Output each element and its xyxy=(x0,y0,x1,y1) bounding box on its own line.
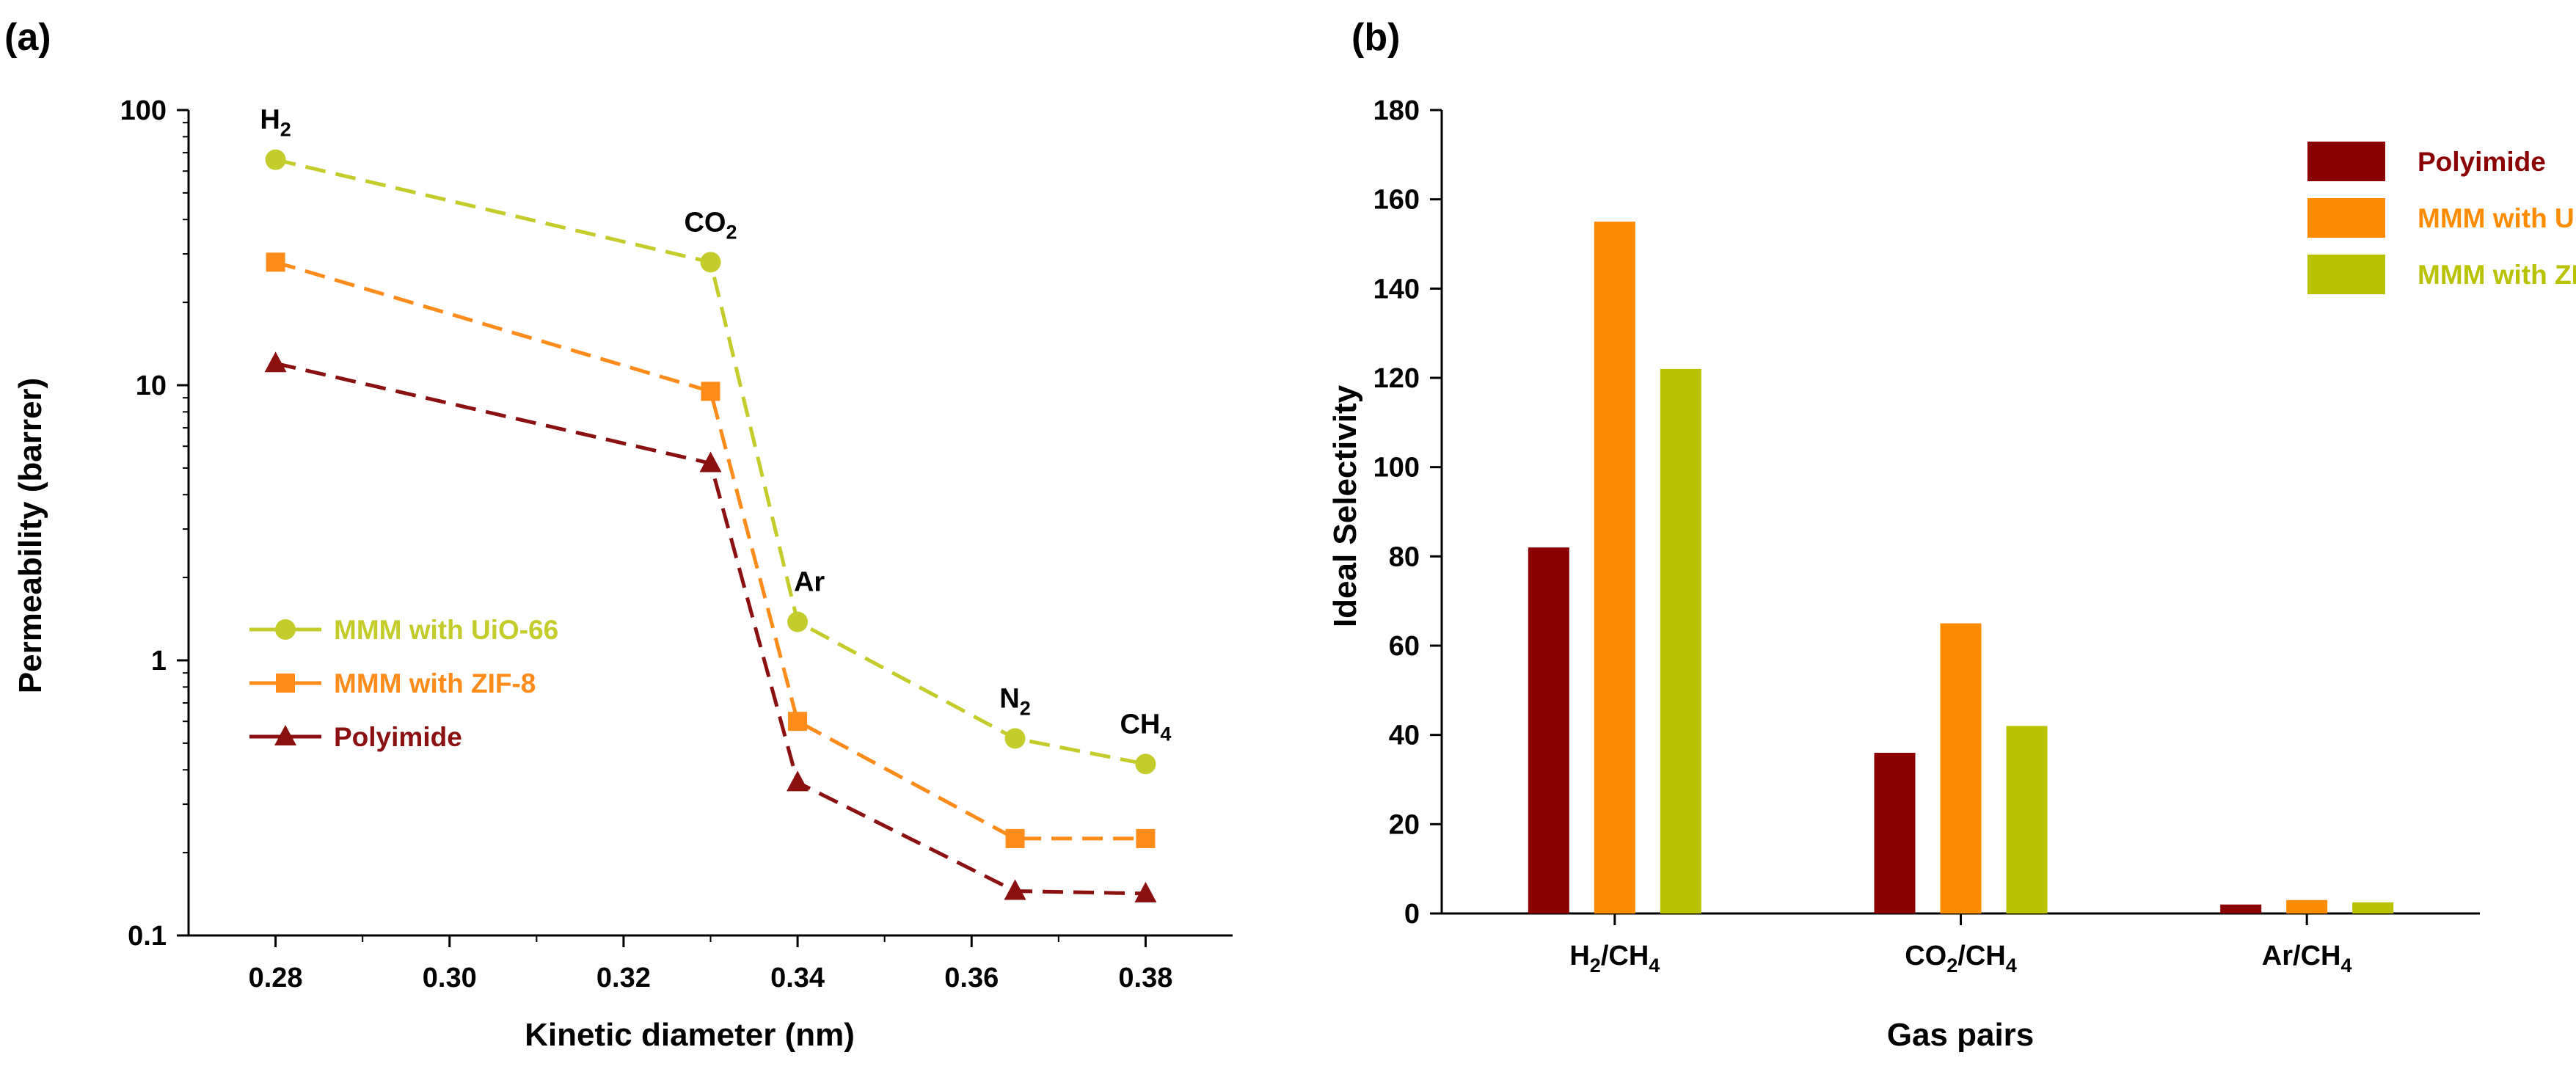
panel-a-data-point xyxy=(1135,754,1156,775)
panel-a-gas-label: H2 xyxy=(260,105,291,141)
panel-b-legend-swatch xyxy=(2307,255,2385,294)
panel-a-series-line xyxy=(274,260,1146,841)
panel-b-y-tick-label: 40 xyxy=(1389,720,1420,751)
panel-b-y-tick-label: 100 xyxy=(1373,453,1420,484)
panel-a-y-axis-title: Permeability (barrer) xyxy=(12,378,48,693)
panel-b-bar xyxy=(2006,726,2048,913)
panel-b-y-tick-label: 60 xyxy=(1389,631,1420,662)
panel-a-y-tick-label: 0.1 xyxy=(128,921,167,952)
panel-a-gas-label: CO2 xyxy=(684,207,737,243)
panel-b-bar xyxy=(1528,547,1569,913)
panel-a-legend-label: MMM with UiO-66 xyxy=(334,615,558,645)
panel-a-gas-label: Ar xyxy=(794,567,825,598)
panel-a-legend-marker xyxy=(274,725,296,745)
panel-b-x-tick-label: Ar/CH4 xyxy=(2262,941,2352,977)
panel-b-legend-label: MMM with ZIF-8 xyxy=(2418,260,2576,290)
panel-a-data-point xyxy=(1005,828,1025,848)
panel-a-legend-marker xyxy=(276,674,295,693)
panel-a-data-point xyxy=(264,351,287,373)
panel-a-data-point xyxy=(1134,881,1157,902)
panel-a-data-point xyxy=(1004,879,1026,900)
panel-a-data-point xyxy=(788,712,808,731)
panel-a-y-tick-label: 100 xyxy=(120,95,167,126)
panel-a-x-tick-label: 0.32 xyxy=(596,963,651,993)
panel-b: (b) 0 20 40 60 80 100 120 140 160 180 H2/CH4 CO2/CH… xyxy=(1327,16,2576,1053)
panel-a-point-labels: H2 CO2 Ar N2 CH4 xyxy=(260,105,1171,745)
panel-a: (a) 0.28 0.30 0.32 0.34 0.36 0.38 0.1 1 10 100 H2… xyxy=(4,16,1233,1053)
panel-b-legend-swatch xyxy=(2307,198,2385,238)
panel-a-data-point xyxy=(787,770,809,792)
panel-b-bar xyxy=(2352,902,2394,913)
panel-b-y-tick-label: 120 xyxy=(1373,363,1420,394)
panel-a-gas-label: N2 xyxy=(999,683,1030,719)
panel-a-data-point xyxy=(1004,728,1026,749)
panel-b-y-tick-label: 160 xyxy=(1373,185,1420,216)
panel-b-ticks: 0 20 40 60 80 100 120 140 160 180 H2/CH4 CO2/CH4 Ar/… xyxy=(1373,95,2352,977)
panel-b-x-axis-title: Gas pairs xyxy=(1887,1017,2035,1053)
panel-b-legend-swatch xyxy=(2307,142,2385,181)
panel-b-legend-label: MMM with UiO-66 xyxy=(2418,203,2576,233)
panel-a-y-tick-label: 10 xyxy=(136,371,167,401)
panel-a-legend-label: Polyimide xyxy=(334,722,462,752)
panel-a-data-point xyxy=(699,451,722,473)
panel-a-legend-marker xyxy=(275,619,296,640)
panel-a-series xyxy=(264,149,1157,902)
panel-b-legend-label: Polyimide xyxy=(2418,147,2546,177)
panel-a-data-point xyxy=(266,252,285,272)
panel-b-y-axis-title: Ideal Selectivity xyxy=(1327,384,1363,627)
panel-b-bar xyxy=(2220,904,2262,913)
panel-b-y-tick-label: 20 xyxy=(1389,809,1420,840)
panel-a-x-tick-label: 0.34 xyxy=(770,963,825,993)
panel-b-bars xyxy=(1528,222,2394,913)
panel-a-data-point xyxy=(1136,828,1156,848)
panel-a-data-point xyxy=(701,382,720,401)
panel-a-data-point xyxy=(265,149,286,170)
panel-b-y-tick-label: 140 xyxy=(1373,274,1420,304)
panel-a-ticks: 0.28 0.30 0.32 0.34 0.36 0.38 0.1 1 10 100 xyxy=(120,95,1173,993)
panel-a-label: (a) xyxy=(4,16,51,59)
panel-b-bar xyxy=(1660,368,1701,913)
panel-b-bar xyxy=(1874,753,1916,913)
panel-b-bar xyxy=(2286,900,2328,913)
panel-a-data-point xyxy=(787,611,809,632)
panel-a-x-axis-title: Kinetic diameter (nm) xyxy=(525,1017,855,1053)
panel-a-x-tick-label: 0.30 xyxy=(423,963,477,993)
panel-b-x-tick-label: H2/CH4 xyxy=(1569,941,1660,977)
panel-b-y-tick-label: 80 xyxy=(1389,541,1420,572)
panel-a-x-tick-label: 0.36 xyxy=(944,963,999,993)
panel-b-bar xyxy=(1594,222,1635,913)
panel-a-y-tick-label: 1 xyxy=(151,646,167,676)
panel-b-legend: Polyimide MMM with UiO-66 MMM with ZIF-8 xyxy=(2307,142,2576,294)
panel-a-legend: MMM with UiO-66 MMM with ZIF-8 Polyimide xyxy=(249,615,558,752)
panel-a-x-tick-label: 0.28 xyxy=(249,963,303,993)
panel-a-legend-label: MMM with ZIF-8 xyxy=(334,668,536,698)
panel-b-bar xyxy=(1940,623,1982,913)
panel-a-x-tick-label: 0.38 xyxy=(1118,963,1172,993)
panel-a-data-point xyxy=(700,252,721,273)
panel-b-y-tick-label: 180 xyxy=(1373,95,1420,126)
panel-b-label: (b) xyxy=(1351,16,1400,59)
panel-b-x-tick-label: CO2/CH4 xyxy=(1905,941,2017,977)
panel-a-gas-label: CH4 xyxy=(1120,709,1171,745)
panel-b-y-tick-label: 0 xyxy=(1404,899,1420,930)
